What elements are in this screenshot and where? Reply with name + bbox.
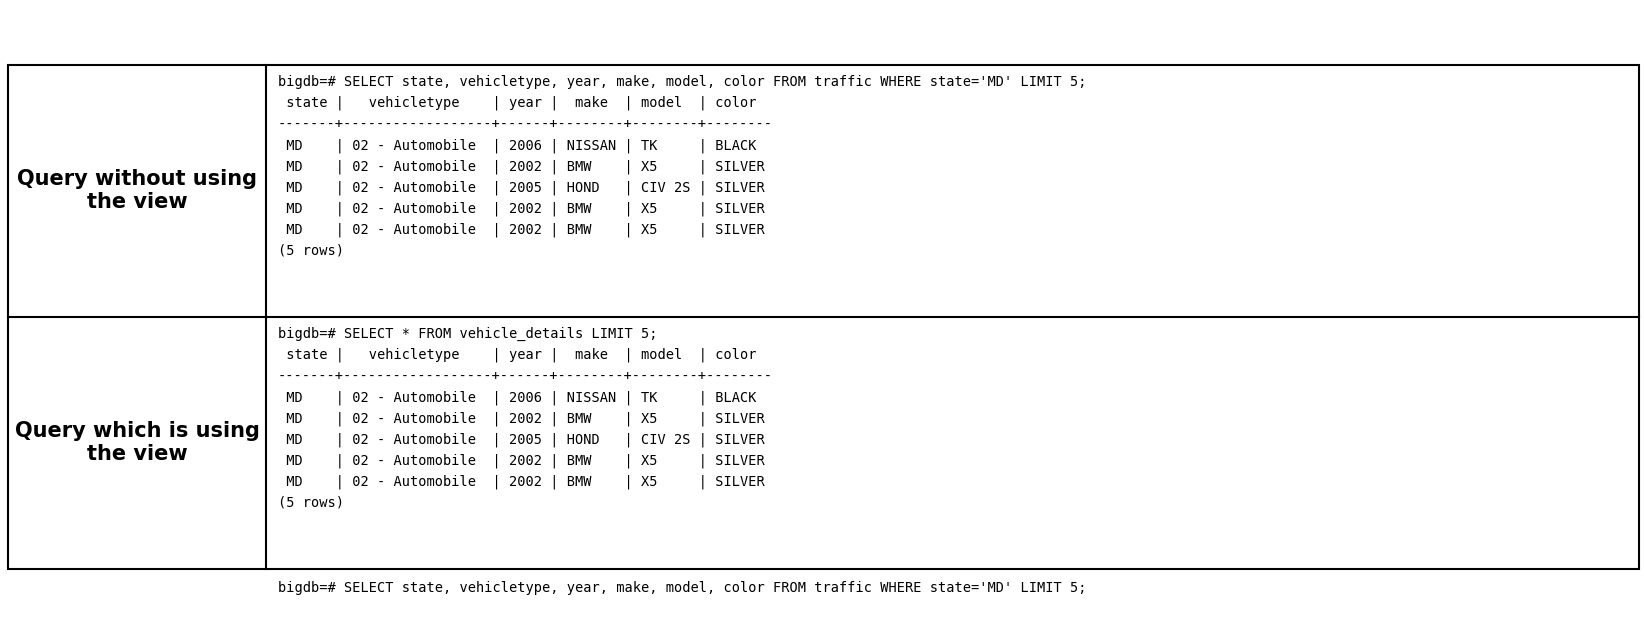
Text: MD    | 02 - Automobile  | 2002 | BMW    | X5     | SILVER: MD | 02 - Automobile | 2002 | BMW | X5 |… — [278, 222, 764, 237]
Text: state |   vehicletype    | year |  make  | model  | color: state | vehicletype | year | make | mode… — [278, 96, 764, 111]
Text: -------+------------------+------+--------+--------+--------: -------+------------------+------+------… — [278, 369, 773, 383]
Text: bigdb=# SELECT * FROM vehicle_details LIMIT 5;: bigdb=# SELECT * FROM vehicle_details LI… — [278, 327, 658, 341]
Text: MD    | 02 - Automobile  | 2006 | NISSAN | TK     | BLACK: MD | 02 - Automobile | 2006 | NISSAN | T… — [278, 390, 756, 405]
Text: MD    | 02 - Automobile  | 2002 | BMW    | X5     | SILVER: MD | 02 - Automobile | 2002 | BMW | X5 |… — [278, 201, 764, 216]
Text: Query which is using
the view: Query which is using the view — [15, 421, 260, 464]
Text: (5 rows): (5 rows) — [278, 243, 344, 258]
Text: Query without using
the view: Query without using the view — [16, 169, 256, 213]
Text: state |   vehicletype    | year |  make  | model  | color: state | vehicletype | year | make | mode… — [278, 348, 764, 362]
Text: MD    | 02 - Automobile  | 2005 | HOND   | CIV 2S | SILVER: MD | 02 - Automobile | 2005 | HOND | CIV… — [278, 180, 764, 195]
Text: MD    | 02 - Automobile  | 2005 | HOND   | CIV 2S | SILVER: MD | 02 - Automobile | 2005 | HOND | CIV… — [278, 432, 764, 447]
Text: -------+------------------+------+--------+--------+--------: -------+------------------+------+------… — [278, 117, 773, 131]
Text: MD    | 02 - Automobile  | 2002 | BMW    | X5     | SILVER: MD | 02 - Automobile | 2002 | BMW | X5 |… — [278, 475, 764, 489]
Bar — [8, 65, 1639, 569]
Text: MD    | 02 - Automobile  | 2002 | BMW    | X5     | SILVER: MD | 02 - Automobile | 2002 | BMW | X5 |… — [278, 159, 764, 174]
Text: MD    | 02 - Automobile  | 2006 | NISSAN | TK     | BLACK: MD | 02 - Automobile | 2006 | NISSAN | T… — [278, 138, 756, 153]
Text: bigdb=# SELECT state, vehicletype, year, make, model, color FROM traffic WHERE s: bigdb=# SELECT state, vehicletype, year,… — [278, 75, 1087, 89]
Text: MD    | 02 - Automobile  | 2002 | BMW    | X5     | SILVER: MD | 02 - Automobile | 2002 | BMW | X5 |… — [278, 411, 764, 426]
Text: bigdb=# SELECT state, vehicletype, year, make, model, color FROM traffic WHERE s: bigdb=# SELECT state, vehicletype, year,… — [278, 580, 1087, 595]
Text: (5 rows): (5 rows) — [278, 496, 344, 509]
Text: MD    | 02 - Automobile  | 2002 | BMW    | X5     | SILVER: MD | 02 - Automobile | 2002 | BMW | X5 |… — [278, 454, 764, 468]
